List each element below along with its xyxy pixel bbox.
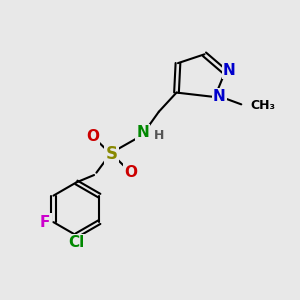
- Text: O: O: [124, 165, 137, 180]
- Text: N: N: [136, 125, 149, 140]
- Text: N: N: [223, 63, 236, 78]
- Text: H: H: [154, 129, 164, 142]
- Text: N: N: [213, 89, 226, 104]
- Text: CH₃: CH₃: [250, 99, 275, 112]
- Text: F: F: [40, 214, 50, 230]
- Text: O: O: [86, 129, 99, 144]
- Text: S: S: [106, 146, 118, 164]
- Text: Cl: Cl: [68, 235, 85, 250]
